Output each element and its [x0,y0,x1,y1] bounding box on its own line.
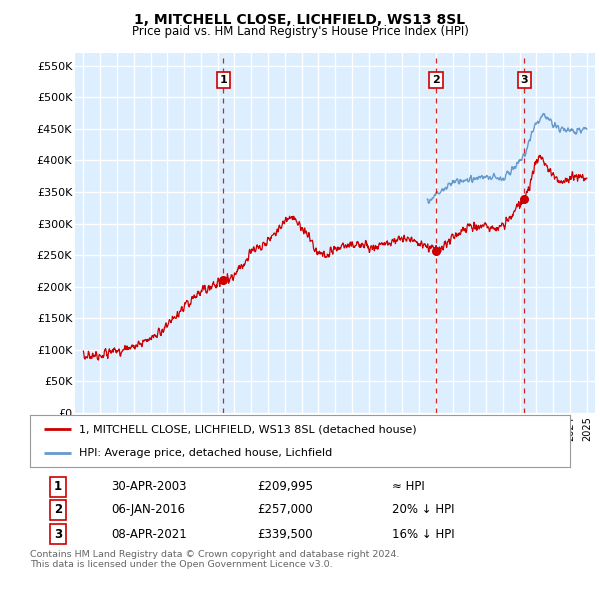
Text: 08-APR-2021: 08-APR-2021 [111,528,187,541]
Text: Price paid vs. HM Land Registry's House Price Index (HPI): Price paid vs. HM Land Registry's House … [131,25,469,38]
Text: 06-JAN-2016: 06-JAN-2016 [111,503,185,516]
Text: 1: 1 [54,480,62,493]
Text: 3: 3 [54,528,62,541]
Text: 1, MITCHELL CLOSE, LICHFIELD, WS13 8SL (detached house): 1, MITCHELL CLOSE, LICHFIELD, WS13 8SL (… [79,424,416,434]
Text: 2: 2 [54,503,62,516]
Text: 2: 2 [432,76,440,85]
Text: 16% ↓ HPI: 16% ↓ HPI [392,528,454,541]
Text: 3: 3 [520,76,528,85]
Text: 20% ↓ HPI: 20% ↓ HPI [392,503,454,516]
Text: 1, MITCHELL CLOSE, LICHFIELD, WS13 8SL: 1, MITCHELL CLOSE, LICHFIELD, WS13 8SL [134,13,466,27]
Text: Contains HM Land Registry data © Crown copyright and database right 2024.
This d: Contains HM Land Registry data © Crown c… [30,550,400,569]
Text: HPI: Average price, detached house, Lichfield: HPI: Average price, detached house, Lich… [79,448,332,458]
Text: £339,500: £339,500 [257,528,313,541]
Text: ≈ HPI: ≈ HPI [392,480,425,493]
Text: 30-APR-2003: 30-APR-2003 [111,480,187,493]
Text: £257,000: £257,000 [257,503,313,516]
Text: £209,995: £209,995 [257,480,313,493]
Text: 1: 1 [219,76,227,85]
